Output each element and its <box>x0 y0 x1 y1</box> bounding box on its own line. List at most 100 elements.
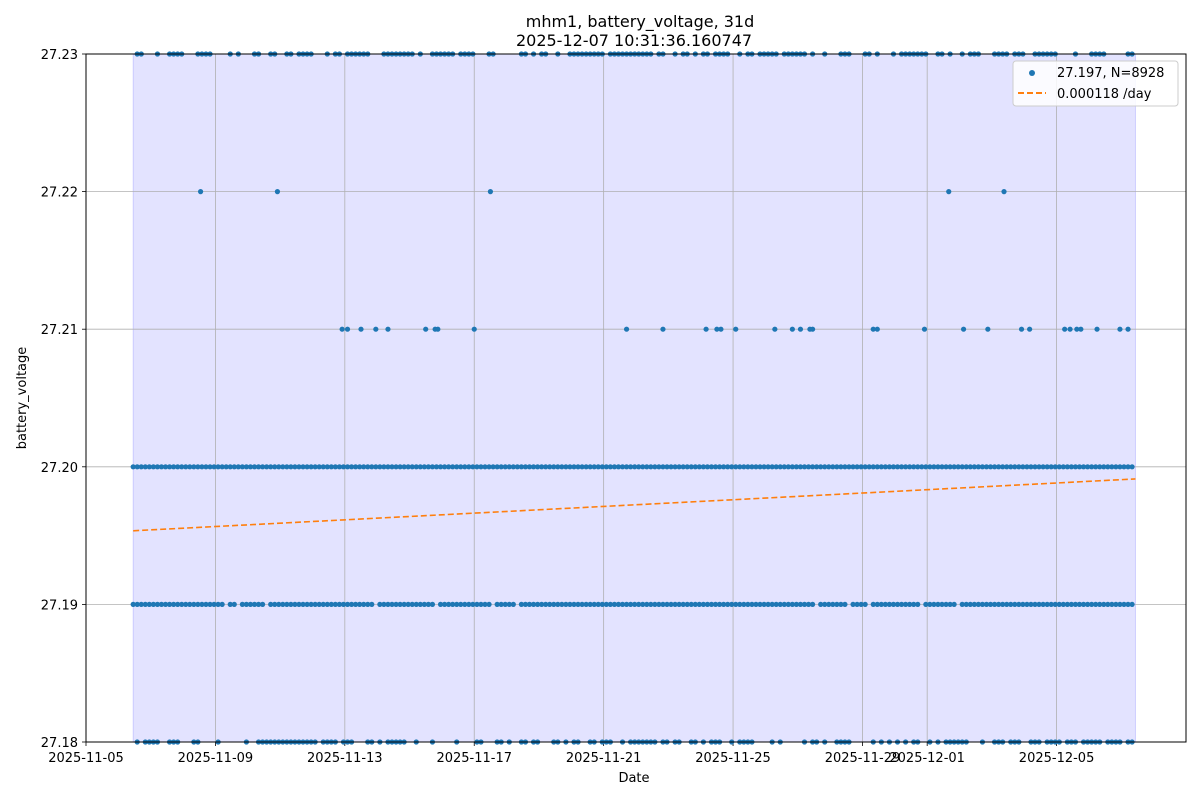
data-point <box>725 464 731 470</box>
data-point <box>1093 601 1099 608</box>
data-point <box>539 601 545 608</box>
data-point <box>991 601 998 608</box>
data-point <box>963 464 969 470</box>
data-point <box>292 601 298 608</box>
data-point <box>441 464 448 470</box>
data-point <box>413 464 419 470</box>
data-point <box>175 601 181 608</box>
data-point <box>672 464 678 470</box>
data-point <box>583 601 589 608</box>
data-point <box>429 601 436 608</box>
chart-title: mhm1, battery_voltage, 31d <box>526 12 755 32</box>
data-point <box>801 601 808 608</box>
data-point <box>377 464 383 470</box>
data-point <box>292 464 298 470</box>
data-point <box>741 601 747 608</box>
data-point <box>733 464 739 470</box>
data-point <box>437 464 444 470</box>
data-point <box>579 464 585 470</box>
data-point <box>826 601 832 608</box>
data-point <box>348 601 355 608</box>
data-point <box>729 464 735 470</box>
data-point <box>328 601 334 608</box>
data-point <box>518 464 525 470</box>
data-point <box>708 464 715 470</box>
data-point <box>1001 189 1007 195</box>
data-point <box>502 601 508 608</box>
data-point <box>300 464 306 470</box>
data-point <box>308 601 314 608</box>
data-point <box>696 464 702 470</box>
data-point <box>344 326 351 332</box>
data-point <box>599 601 605 608</box>
data-point <box>510 464 516 470</box>
data-point <box>595 464 601 470</box>
data-point <box>243 601 250 608</box>
data-point <box>494 601 500 608</box>
data-point <box>591 464 597 470</box>
data-point <box>1032 464 1038 470</box>
data-point <box>587 464 593 470</box>
data-point <box>692 601 698 608</box>
data-point <box>793 464 800 470</box>
data-point <box>696 601 702 608</box>
data-point <box>1000 601 1006 608</box>
data-point <box>1012 601 1018 608</box>
data-point <box>793 601 800 608</box>
data-point <box>435 326 441 332</box>
data-point <box>644 464 650 470</box>
data-point <box>1129 601 1135 608</box>
data-point <box>714 326 720 332</box>
data-point <box>716 601 723 608</box>
data-point <box>1027 326 1033 332</box>
data-point <box>587 601 593 608</box>
data-point <box>923 601 929 608</box>
data-point <box>1056 464 1062 470</box>
data-point <box>915 464 921 470</box>
data-point <box>858 464 864 470</box>
data-point <box>146 464 152 470</box>
data-point <box>373 464 379 470</box>
data-point <box>850 601 856 608</box>
data-point <box>466 464 472 470</box>
data-point <box>433 464 440 470</box>
data-point <box>611 601 618 608</box>
data-point <box>733 601 739 608</box>
data-point <box>211 464 217 470</box>
data-point <box>757 601 763 608</box>
data-point <box>385 601 391 608</box>
data-point <box>534 601 541 608</box>
data-point <box>886 601 893 608</box>
data-point <box>809 601 816 608</box>
data-point <box>130 464 136 470</box>
data-point <box>1080 464 1087 470</box>
data-point <box>1113 464 1119 470</box>
data-point <box>700 601 707 608</box>
data-point <box>1097 601 1103 608</box>
data-point <box>498 601 504 608</box>
data-point <box>951 464 957 470</box>
data-point <box>316 464 322 470</box>
data-point <box>628 601 634 608</box>
data-point <box>199 601 205 608</box>
data-point <box>943 464 949 470</box>
data-point <box>324 464 330 470</box>
data-point <box>1129 464 1135 470</box>
data-point <box>773 601 779 608</box>
data-point <box>227 601 233 608</box>
chart-subtitle: 2025-12-07 10:31:36.160747 <box>516 31 752 50</box>
data-point <box>1028 464 1034 470</box>
data-point <box>1117 601 1123 608</box>
data-point <box>1078 326 1084 332</box>
data-point <box>785 601 791 608</box>
data-point <box>320 464 326 470</box>
data-point <box>336 601 343 608</box>
data-point <box>405 601 411 608</box>
data-point <box>822 601 828 608</box>
data-point <box>664 464 670 470</box>
data-point <box>975 464 982 470</box>
data-point <box>870 601 876 608</box>
data-point <box>644 601 650 608</box>
data-point <box>668 601 674 608</box>
data-point <box>393 464 399 470</box>
